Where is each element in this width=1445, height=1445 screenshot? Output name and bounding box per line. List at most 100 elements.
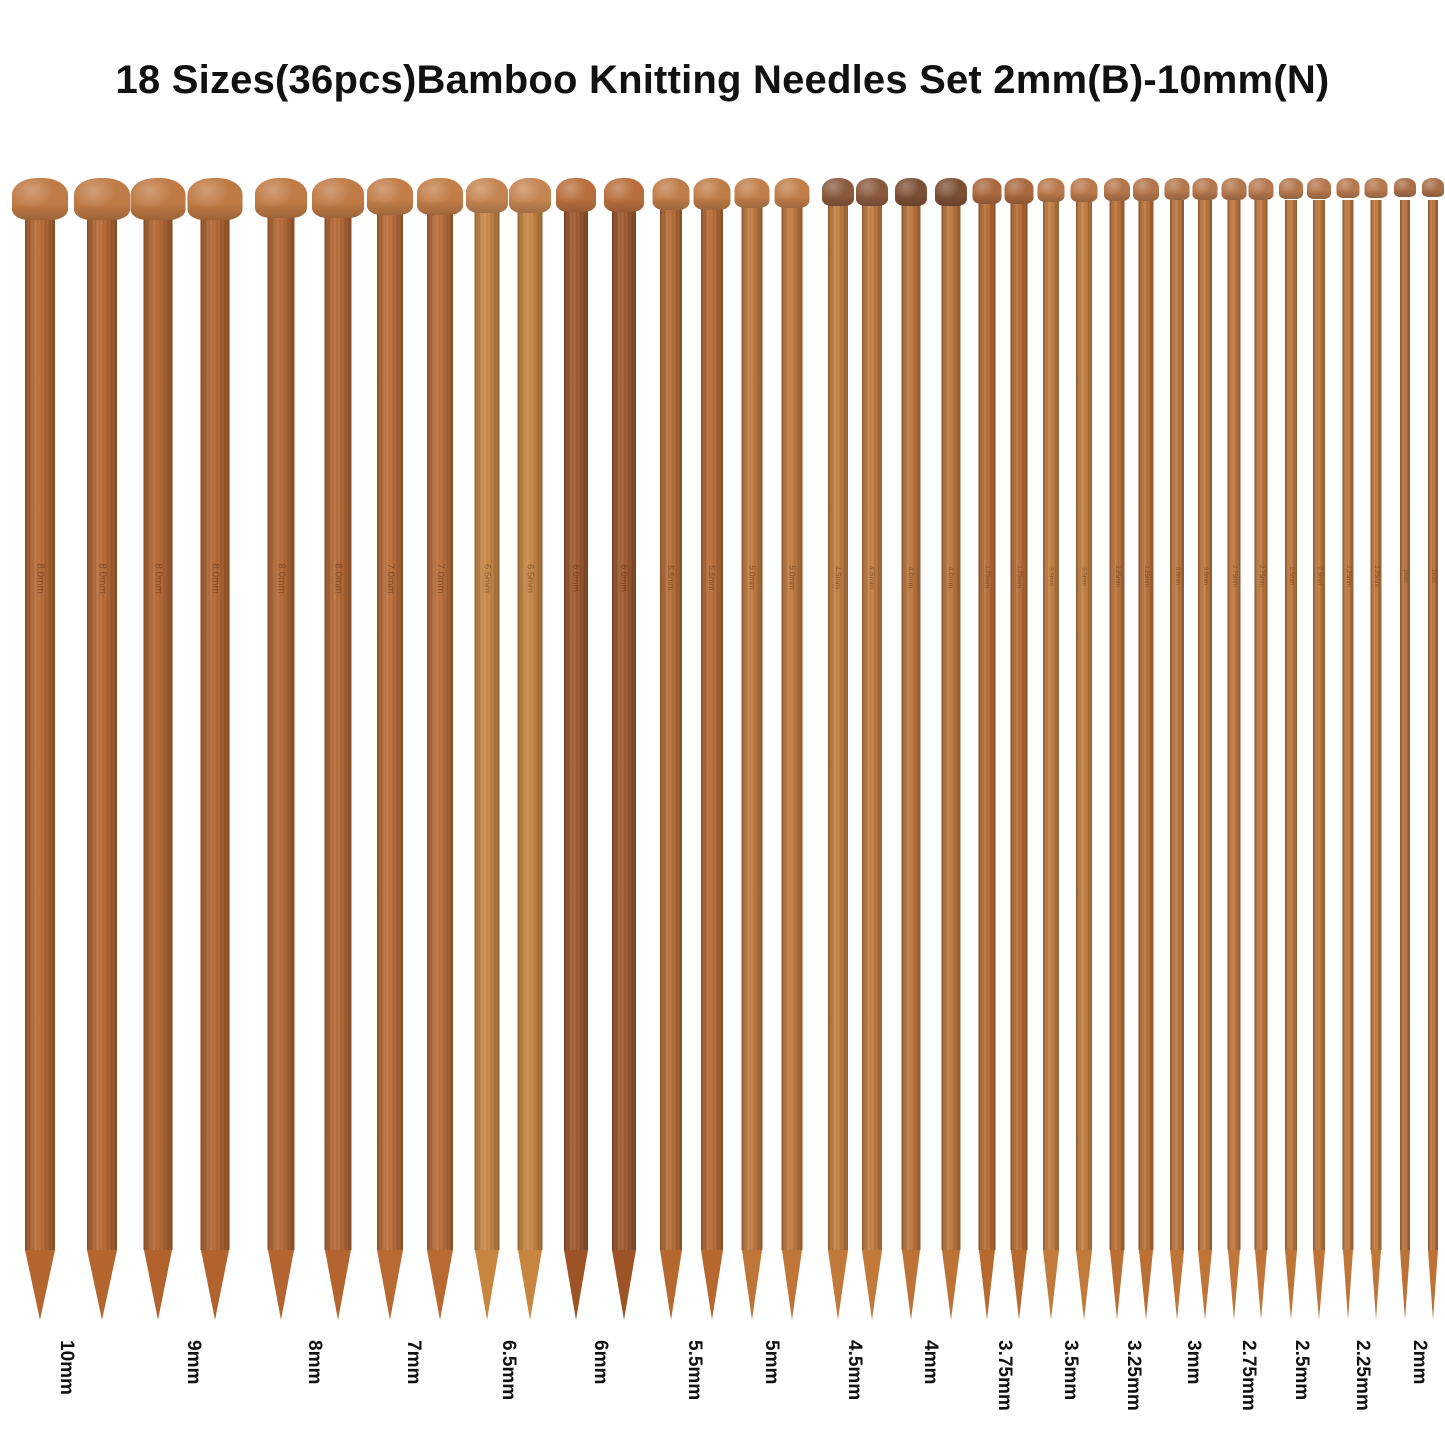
needle-cap [1364, 178, 1388, 198]
needle-cap [1133, 178, 1159, 201]
needle-shaft [1109, 200, 1125, 1250]
knitting-needle: 5.0mm [733, 178, 772, 1330]
knitting-needle: 8.0mm [10, 178, 70, 1330]
shaft-size-mark: 2.25mm [1373, 565, 1379, 587]
needle-tip [979, 1250, 995, 1320]
shaft-size-mark: 3.5mm [1080, 567, 1088, 586]
knitting-needle: 8.0mm [253, 178, 309, 1330]
needle-shaft [1043, 200, 1059, 1250]
shaft-size-mark: 3.0mm [1202, 566, 1208, 586]
needle-shaft [1254, 200, 1268, 1250]
needle-shaft [87, 200, 117, 1250]
needle-shaft [1076, 200, 1092, 1250]
knitting-needle: 7.0mm [365, 178, 415, 1330]
needle-shaft [1285, 200, 1297, 1250]
needle-shaft [1138, 200, 1154, 1250]
knitting-needle: 3.0mm [1163, 178, 1192, 1330]
needle-shaft [427, 200, 453, 1250]
knitting-needle: 3.75mm [1003, 178, 1036, 1330]
needle-cap [417, 178, 463, 215]
needle-tip [1255, 1250, 1267, 1320]
needle-cap [130, 178, 186, 220]
needle-cap [1004, 178, 1034, 204]
knitting-needle: 6.5mm [507, 178, 553, 1330]
shaft-size-mark: 4.5mm [833, 565, 843, 590]
shaft-size-mark: 6.0mm [571, 564, 581, 592]
shaft-size-mark: 5.0mm [747, 565, 757, 590]
shaft-size-mark: 7.0mm [384, 563, 396, 594]
needle-cap [1164, 178, 1190, 200]
needle-shaft [660, 200, 682, 1250]
needle-shaft [377, 200, 403, 1250]
knitting-needle: 4.0mm [893, 178, 929, 1330]
knitting-needle: 3.5mm [1069, 178, 1100, 1330]
needle-tip [1428, 1250, 1438, 1320]
size-label: 5mm [761, 1340, 782, 1385]
needle-shaft [612, 200, 636, 1250]
shaft-size-mark: 4.0mm [906, 566, 916, 589]
needle-cap [1422, 178, 1444, 197]
needle-shaft [517, 200, 543, 1250]
knitting-needle: 3.25mm [1102, 178, 1132, 1330]
shaft-size-mark: 5.0mm [787, 565, 797, 590]
shaft-size-mark: 2.5mm [1288, 566, 1294, 586]
knitting-needle: 2mm [1392, 178, 1418, 1330]
needle-tip [1076, 1250, 1092, 1320]
shaft-size-mark: 2.5mm [1316, 566, 1322, 586]
needle-shaft [862, 200, 882, 1250]
shaft-size-mark: 8.0mm [152, 563, 164, 594]
needle-cap [466, 178, 508, 213]
needle-cap [774, 178, 810, 208]
needle-cap [556, 178, 596, 212]
needle-cap [367, 178, 413, 215]
shaft-size-mark: 8.0mm [275, 563, 287, 594]
size-label: 6mm [590, 1340, 611, 1385]
needle-tip [660, 1250, 682, 1320]
needle-tip [1371, 1250, 1381, 1320]
size-label: 8mm [304, 1340, 325, 1385]
knitting-needle: 5.5mm [692, 178, 733, 1330]
needle-tip [1139, 1250, 1153, 1320]
shaft-size-mark: 3.25mm [1114, 565, 1120, 587]
shaft-size-mark: 8.0mm [332, 563, 344, 594]
size-label: 2.75mm [1238, 1340, 1259, 1411]
knitting-needle: 5.5mm [651, 178, 692, 1330]
shaft-size-mark: 7.0mm [434, 563, 446, 594]
knitting-needle: 2.75mm [1220, 178, 1249, 1330]
shaft-size-mark: 3.5mm [1047, 567, 1055, 586]
needle-tip [1400, 1250, 1410, 1320]
shaft-size-mark: 8.0mm [34, 563, 46, 594]
needle-tip [1313, 1250, 1325, 1320]
knitting-needle: 6.0mm [602, 178, 646, 1330]
needle-tip [201, 1250, 229, 1320]
needle-tip [325, 1250, 351, 1320]
shaft-size-mark: 4.0mm [946, 566, 956, 589]
needle-tip [475, 1250, 499, 1320]
knitting-needle: 2.25mm [1335, 178, 1362, 1330]
page-title: 18 Sizes(36pcs)Bamboo Knitting Needles S… [115, 58, 1330, 102]
knitting-needle: 7.0mm [415, 178, 465, 1330]
size-label: 3.75mm [994, 1340, 1015, 1411]
needle-shaft [1227, 200, 1241, 1250]
needle-shaft [828, 200, 848, 1250]
needle-shaft [1342, 200, 1354, 1250]
needle-tip [377, 1250, 403, 1320]
needle-shaft [1400, 200, 1410, 1250]
needle-tip [1043, 1250, 1059, 1320]
knitting-needle: 3.75mm [971, 178, 1004, 1330]
needle-cap [1221, 178, 1247, 200]
size-label: 7mm [403, 1340, 424, 1385]
needle-tip [1011, 1250, 1027, 1320]
size-label: 3.25mm [1123, 1340, 1144, 1411]
knitting-needle: 2.5mm [1277, 178, 1305, 1330]
shaft-size-mark: 4.5mm [867, 565, 877, 590]
needle-tip [742, 1250, 762, 1320]
size-label: 2mm [1409, 1340, 1430, 1385]
shaft-size-mark: 3.25mm [1143, 565, 1149, 587]
shaft-size-mark: 2.75mm [1231, 565, 1237, 587]
shaft-size-mark: 5.5mm [666, 565, 676, 591]
shaft-size-mark: 5.5mm [707, 565, 717, 591]
needle-tip [902, 1250, 920, 1320]
knitting-needle: 3.25mm [1131, 178, 1161, 1330]
shaft-size-mark: 3.75mm [1015, 564, 1023, 589]
